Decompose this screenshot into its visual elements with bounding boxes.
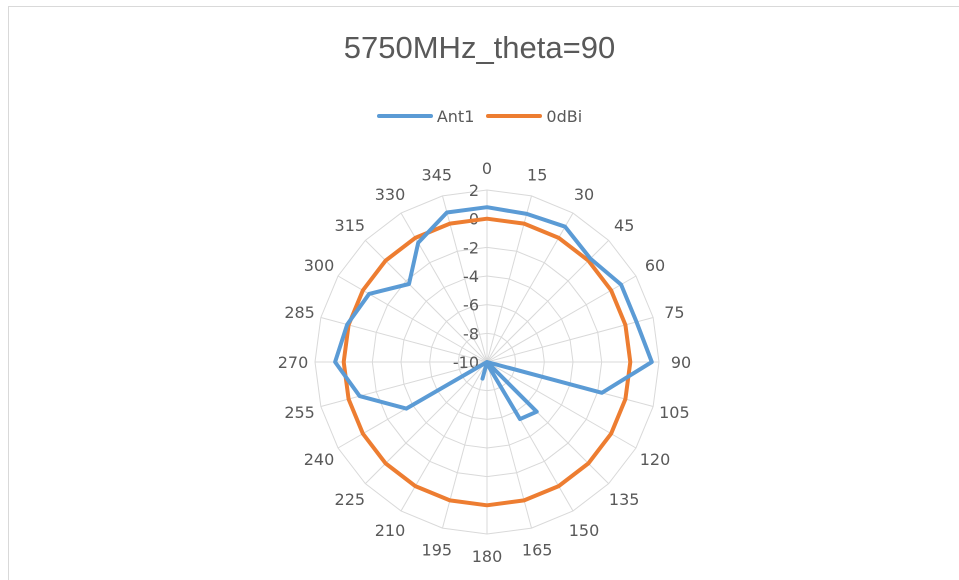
angle-tick-label: 120 [640, 450, 671, 469]
grid-spoke [400, 361, 488, 512]
legend-item-ant1: Ant1 [376, 106, 475, 126]
angle-tick-label: 225 [335, 490, 366, 509]
angle-tick-label: 75 [664, 303, 684, 322]
legend-item-0dbi: 0dBi [486, 107, 582, 126]
grid-spoke [486, 212, 574, 363]
radial-tick-label: -8 [463, 324, 479, 343]
angle-tick-label: 15 [527, 166, 547, 185]
legend-swatch-ant1 [376, 114, 433, 118]
angle-tick-label: 45 [614, 216, 634, 235]
radial-tick-label: -6 [463, 296, 479, 315]
angle-tick-labels: 0 153045607590105120135150165180195210225… [278, 159, 691, 566]
angle-tick-label: 300 [304, 256, 335, 275]
radar-series [333, 205, 654, 508]
angle-tick-label: 240 [304, 450, 335, 469]
angle-tick-label: 210 [375, 521, 406, 540]
angle-tick-label: 105 [659, 403, 690, 422]
legend: Ant1 0dBi [0, 104, 959, 128]
angle-tick-label: 270 [278, 353, 309, 372]
chart-title: 5750MHz_theta=90 [343, 30, 616, 65]
angle-tick-label: 345 [422, 166, 453, 185]
chart-area [8, 6, 959, 580]
radial-tick-label: -2 [463, 238, 479, 257]
angle-tick-label: 90 [671, 353, 691, 372]
angle-tick-label: 315 [335, 216, 366, 235]
legend-swatch-0dbi [486, 114, 543, 118]
angle-tick-label: 180 [472, 547, 503, 566]
angle-tick-label: 60 [645, 256, 665, 275]
grid-spoke [337, 275, 488, 363]
grid-spoke [486, 275, 637, 363]
radial-tick-label: 2 [469, 181, 479, 200]
angle-tick-label: 0 [482, 159, 492, 178]
radial-tick-label: -10 [453, 353, 479, 372]
angle-tick-label: 135 [609, 490, 640, 509]
series-line-ant1 [333, 205, 654, 422]
legend-label-ant1: Ant1 [436, 106, 475, 126]
angle-tick-label: 30 [574, 185, 594, 204]
angle-tick-label: 255 [284, 403, 315, 422]
series-line-0dbi [341, 216, 633, 508]
angle-tick-label: 150 [569, 521, 600, 540]
angle-tick-label: 330 [375, 185, 406, 204]
angle-tick-label: 285 [284, 303, 315, 322]
angle-tick-label: 195 [422, 540, 453, 559]
grid-spoke [365, 361, 488, 484]
radial-tick-label: -4 [463, 267, 479, 286]
angle-tick-label: 165 [522, 540, 553, 559]
legend-label-0dbi: 0dBi [546, 106, 583, 126]
